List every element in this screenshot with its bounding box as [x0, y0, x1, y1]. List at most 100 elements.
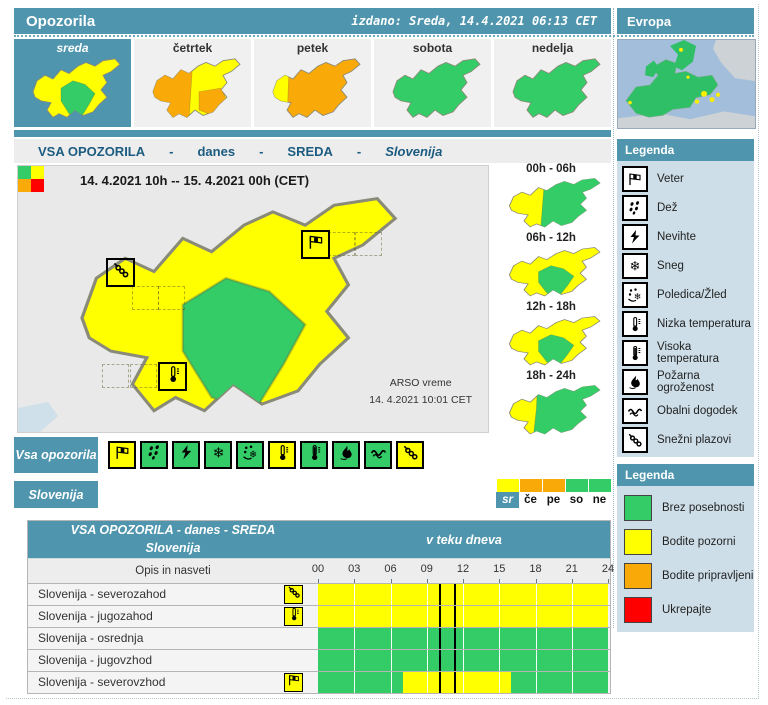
time-map-label: 18h - 24h	[526, 370, 576, 382]
day-tab-label: sobota	[412, 41, 453, 55]
day-strip-swatch	[496, 479, 519, 492]
table-right-title: v teku dneva	[426, 532, 502, 547]
timeline	[318, 584, 608, 605]
breadcrumb-separator: -	[356, 143, 362, 159]
day-selector-strip: sr če pe so ne	[496, 479, 611, 508]
corner-legend-swatch-green	[18, 166, 31, 179]
issued-timestamp: izdano: Sreda, 14.4.2021 06:13 CET	[351, 14, 597, 28]
day-tab-map	[374, 57, 491, 126]
main-warning-map[interactable]: 14. 4.2021 10h -- 15. 4.2021 00h (CET) A…	[17, 165, 489, 433]
table-row[interactable]: Slovenija - jugozahod	[28, 605, 610, 627]
legend-item-snow: ❄ Sneg	[622, 251, 754, 280]
time-map-18h-24h[interactable]: 18h - 24h	[492, 370, 610, 439]
timeline-segment-green	[511, 672, 608, 693]
legend-color-swatch	[624, 529, 652, 555]
hour-label: 03	[348, 563, 361, 575]
day-strip-ne[interactable]: ne	[588, 479, 611, 508]
legend-item-coastal: Obalni dogodek	[622, 396, 754, 425]
adriatic-sea-shape	[18, 402, 58, 432]
warnings-table: VSA OPOZORILA - danes - SREDA Slovenija …	[27, 520, 614, 694]
map-warning-box-low-temp[interactable]	[158, 362, 187, 391]
legend-item-ice: ❄ Poledica/Žled	[622, 280, 754, 309]
avalanche-icon	[112, 261, 130, 284]
warning-filter-wind[interactable]	[108, 441, 136, 469]
timeline-gridline	[535, 584, 537, 605]
time-period-maps: 00h - 06h 06h - 12h 12h - 18h 18h - 24h	[492, 163, 610, 439]
map-ghost-box	[355, 232, 382, 256]
time-map-00h-06h[interactable]: 00h - 06h	[492, 163, 610, 232]
day-strip-label: če	[524, 494, 537, 506]
all-warnings-button[interactable]: Vsa opozorila	[14, 437, 98, 473]
day-tab-map	[134, 57, 251, 126]
warning-filter-high-temp[interactable]	[300, 441, 328, 469]
table-title-line1: VSA OPOZORILA - danes - SREDA	[70, 523, 276, 537]
timeline-gridline	[426, 650, 428, 671]
breadcrumb-item-region[interactable]: Slovenija	[385, 143, 443, 159]
row-icon-cell	[284, 628, 318, 649]
legend-item-label: Veter	[657, 172, 684, 185]
timeline-gridline	[390, 672, 392, 693]
map-ghost-box	[130, 364, 157, 388]
warning-filter-rain[interactable]	[140, 441, 168, 469]
table-row[interactable]: Slovenija - osrednja	[28, 627, 610, 649]
day-tab-petek[interactable]: petek	[254, 39, 371, 127]
europe-tab[interactable]: Evropa	[617, 8, 754, 34]
time-map-label: 06h - 12h	[526, 232, 576, 244]
day-tab-nedelja[interactable]: nedelja	[494, 39, 611, 127]
current-time-line	[453, 672, 456, 693]
day-strip-swatch	[519, 479, 542, 492]
legend-item-low-temp: Nizka temperatura	[622, 309, 754, 338]
legend-colors-header: Legenda	[617, 464, 754, 486]
warning-filter-thunderstorm[interactable]	[172, 441, 200, 469]
timeline-gridline	[354, 606, 356, 627]
day-tab-map	[14, 57, 131, 126]
legend-item-avalanche: Snežni plazovi	[622, 425, 754, 454]
table-rows: Slovenija - severozahod Slovenija - jugoz…	[28, 583, 610, 693]
day-tab-sobota[interactable]: sobota	[374, 39, 491, 127]
warning-filter-low-temp[interactable]	[268, 441, 296, 469]
map-warning-box-avalanche[interactable]	[106, 258, 135, 287]
warning-filter-coastal[interactable]	[364, 441, 392, 469]
rain-icon	[622, 194, 648, 221]
warning-filter-fire[interactable]	[332, 441, 360, 469]
avalanche-icon	[287, 585, 301, 604]
legend-color-item-orange: Bodite pripravljeni	[624, 559, 754, 593]
breadcrumb-item-day[interactable]: SREDA	[287, 143, 333, 159]
table-row[interactable]: Slovenija - severozahod	[28, 583, 610, 605]
time-map-06h-12h[interactable]: 06h - 12h	[492, 232, 610, 301]
timeline-gridline	[571, 650, 573, 671]
timeline-segment-yellow	[402, 672, 512, 693]
legend-color-item-red: Ukrepajte	[624, 593, 754, 627]
current-time-line	[453, 584, 456, 605]
row-icon-cell	[284, 672, 318, 693]
legend-icons-panel: Veter Dež Nevihte ❄ Sneg ❄ Poledica/Žled Nizka …	[617, 161, 754, 457]
europe-map-thumbnail[interactable]	[617, 39, 756, 129]
day-tab-četrtek[interactable]: četrtek	[134, 39, 251, 127]
warning-filter-ice[interactable]: ❄	[236, 441, 264, 469]
map-warning-box-wind[interactable]	[301, 230, 330, 259]
timeline	[318, 628, 608, 649]
legend-item-fire: Požarna ogroženost	[622, 367, 754, 396]
day-tab-sreda[interactable]: sreda	[14, 39, 131, 127]
breadcrumb-item-all-warnings[interactable]: VSA OPOZORILA	[38, 143, 146, 159]
warning-filter-snow[interactable]: ❄	[204, 441, 232, 469]
day-strip-so[interactable]: so	[565, 479, 588, 508]
day-strip-sr[interactable]: sr	[496, 479, 519, 508]
warning-filter-avalanche[interactable]	[396, 441, 424, 469]
day-strip-če[interactable]: če	[519, 479, 542, 508]
hour-axis: 00 03 06 09 12 15 18 21 24	[312, 559, 614, 583]
day-strip-pe[interactable]: pe	[542, 479, 565, 508]
timeline-gridline	[463, 650, 464, 671]
legend-color-swatch	[624, 597, 652, 623]
timeline-gridline	[390, 628, 392, 649]
table-row[interactable]: Slovenija - severovzhod	[28, 671, 610, 693]
time-map-12h-18h[interactable]: 12h - 18h	[492, 301, 610, 370]
table-row[interactable]: Slovenija - jugovzhod	[28, 649, 610, 671]
table-header: VSA OPOZORILA - danes - SREDA Slovenija …	[28, 521, 610, 558]
breadcrumb-item-today[interactable]: danes	[197, 143, 236, 159]
low-temp-icon	[622, 310, 648, 337]
legend-color-label: Bodite pozorni	[662, 536, 736, 548]
timeline-gridline	[463, 584, 464, 605]
avalanche-icon	[402, 444, 419, 466]
slovenia-button[interactable]: Slovenija	[14, 481, 98, 508]
